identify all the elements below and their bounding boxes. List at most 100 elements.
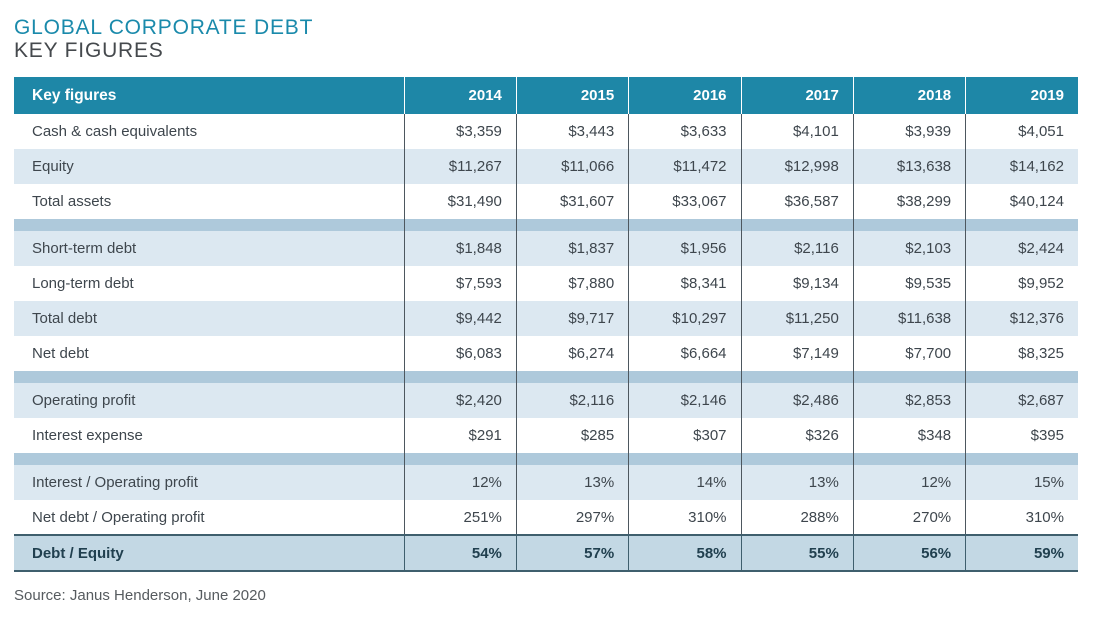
value-cell: $8,325 <box>965 336 1078 371</box>
value-cell: $8,341 <box>628 266 742 301</box>
value-cell: $2,116 <box>740 231 854 266</box>
header-key-figures: Key figures <box>14 77 405 114</box>
section-divider-cell <box>852 453 966 465</box>
section-divider-cell <box>852 371 966 383</box>
header-year-2016: 2016 <box>628 77 742 114</box>
value-cell: $2,424 <box>965 231 1078 266</box>
value-cell: $9,134 <box>740 266 854 301</box>
value-cell: $3,359 <box>403 114 517 149</box>
value-cell: $11,638 <box>852 301 966 336</box>
value-cell: 59% <box>965 534 1078 572</box>
page-title: GLOBAL CORPORATE DEBT <box>14 16 314 39</box>
value-cell: 297% <box>515 500 629 535</box>
row-label: Operating profit <box>14 383 405 418</box>
section-divider <box>14 219 1078 231</box>
value-cell: $285 <box>515 418 629 453</box>
header-year-2018: 2018 <box>852 77 966 114</box>
value-cell: $4,051 <box>965 114 1078 149</box>
value-cell: $9,442 <box>403 301 517 336</box>
value-cell: $291 <box>403 418 517 453</box>
table-row-cash-cash-equivalents: Cash & cash equivalents $3,359 $3,443 $3,63… <box>14 114 1078 149</box>
value-cell: $13,638 <box>852 149 966 184</box>
section-divider <box>14 453 1078 465</box>
value-cell: $7,880 <box>515 266 629 301</box>
value-cell: 14% <box>628 465 742 500</box>
value-cell: 57% <box>515 534 629 572</box>
value-cell: $31,607 <box>515 184 629 219</box>
table-row-total-debt: Total debt $9,442 $9,717 $10,297 $11,250 $11,… <box>14 301 1078 336</box>
value-cell: $36,587 <box>740 184 854 219</box>
section-divider <box>14 371 1078 383</box>
section-divider-cell <box>852 219 966 231</box>
value-cell: $33,067 <box>628 184 742 219</box>
value-cell: $1,848 <box>403 231 517 266</box>
table-header-row: Key figures 2014 2015 2016 2017 2018 2019 <box>14 77 1078 114</box>
value-cell: 55% <box>740 534 854 572</box>
value-cell: $2,420 <box>403 383 517 418</box>
value-cell: $10,297 <box>628 301 742 336</box>
section-divider-cell <box>740 371 854 383</box>
value-cell: 13% <box>740 465 854 500</box>
row-label: Total assets <box>14 184 405 219</box>
section-divider-cell <box>740 453 854 465</box>
table-row-net-debt-operating-profit: Net debt / Operating profit 251% 297% 310% 2… <box>14 500 1078 535</box>
value-cell: $11,472 <box>628 149 742 184</box>
value-cell: $12,998 <box>740 149 854 184</box>
value-cell: $395 <box>965 418 1078 453</box>
value-cell: $7,700 <box>852 336 966 371</box>
value-cell: 12% <box>852 465 966 500</box>
value-cell: $3,633 <box>628 114 742 149</box>
table-row-total-assets: Total assets $31,490 $31,607 $33,067 $36,587… <box>14 184 1078 219</box>
row-label: Interest expense <box>14 418 405 453</box>
value-cell: 270% <box>852 500 966 535</box>
value-cell: 12% <box>403 465 517 500</box>
source-note: Source: Janus Henderson, June 2020 <box>14 587 266 604</box>
value-cell: $2,103 <box>852 231 966 266</box>
section-divider-cell <box>14 219 405 231</box>
value-cell: $7,149 <box>740 336 854 371</box>
row-label: Total debt <box>14 301 405 336</box>
row-label: Net debt / Operating profit <box>14 500 405 535</box>
header-year-2019: 2019 <box>965 77 1078 114</box>
section-divider-cell <box>515 219 629 231</box>
value-cell: $11,267 <box>403 149 517 184</box>
value-cell: $31,490 <box>403 184 517 219</box>
row-label: Short-term debt <box>14 231 405 266</box>
section-divider-cell <box>628 453 742 465</box>
header-year-2014: 2014 <box>403 77 517 114</box>
table-row-equity: Equity $11,267 $11,066 $11,472 $12,998 $13,63… <box>14 149 1078 184</box>
value-cell: $307 <box>628 418 742 453</box>
value-cell: $2,853 <box>852 383 966 418</box>
value-cell: $1,956 <box>628 231 742 266</box>
value-cell: $6,664 <box>628 336 742 371</box>
section-divider-cell <box>740 219 854 231</box>
table-row-debt-equity: Debt / Equity 54% 57% 58% 55% 56% 59% <box>14 534 1078 572</box>
value-cell: 15% <box>965 465 1078 500</box>
value-cell: $9,717 <box>515 301 629 336</box>
value-cell: $14,162 <box>965 149 1078 184</box>
value-cell: $348 <box>852 418 966 453</box>
value-cell: $2,116 <box>515 383 629 418</box>
header-year-2017: 2017 <box>740 77 854 114</box>
value-cell: $6,083 <box>403 336 517 371</box>
section-divider-cell <box>628 371 742 383</box>
value-cell: $11,066 <box>515 149 629 184</box>
page-subtitle: KEY FIGURES <box>14 39 164 62</box>
section-divider-cell <box>515 453 629 465</box>
value-cell: $4,101 <box>740 114 854 149</box>
value-cell: $12,376 <box>965 301 1078 336</box>
table-row-net-debt: Net debt $6,083 $6,274 $6,664 $7,149 $7,700 $8… <box>14 336 1078 371</box>
section-divider-cell <box>965 453 1078 465</box>
value-cell: $2,146 <box>628 383 742 418</box>
value-cell: $3,939 <box>852 114 966 149</box>
value-cell: $9,952 <box>965 266 1078 301</box>
value-cell: $1,837 <box>515 231 629 266</box>
row-label: Long-term debt <box>14 266 405 301</box>
value-cell: $11,250 <box>740 301 854 336</box>
row-label: Interest / Operating profit <box>14 465 405 500</box>
value-cell: $9,535 <box>852 266 966 301</box>
table-row-interest-operating-profit: Interest / Operating profit 12% 13% 14% 13% 1… <box>14 465 1078 500</box>
value-cell: 56% <box>852 534 966 572</box>
section-divider-cell <box>403 371 517 383</box>
